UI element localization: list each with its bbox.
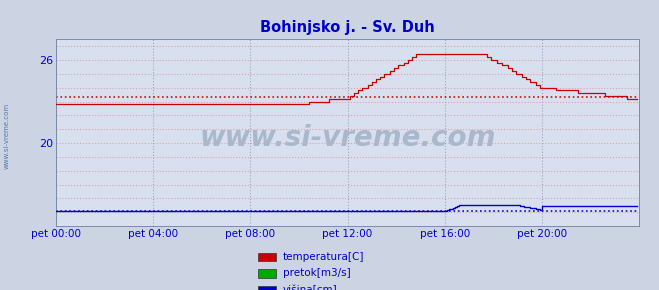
Title: Bohinjsko j. - Sv. Duh: Bohinjsko j. - Sv. Duh — [260, 20, 435, 35]
Text: www.si-vreme.com: www.si-vreme.com — [3, 103, 10, 169]
Text: www.si-vreme.com: www.si-vreme.com — [200, 124, 496, 152]
Text: pretok[m3/s]: pretok[m3/s] — [283, 269, 351, 278]
Text: temperatura[C]: temperatura[C] — [283, 252, 364, 262]
Text: višina[cm]: višina[cm] — [283, 285, 337, 290]
